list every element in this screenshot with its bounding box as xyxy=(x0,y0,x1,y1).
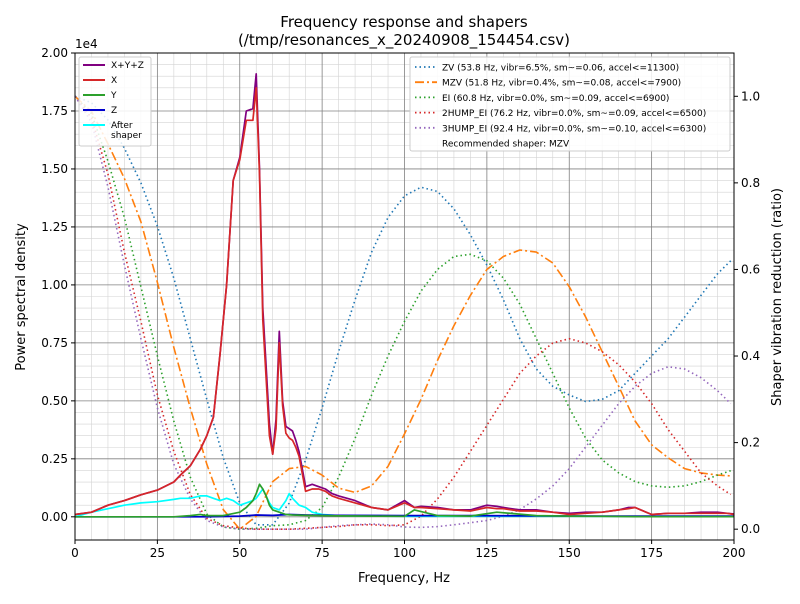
x-tick-label: 200 xyxy=(723,546,746,560)
x-tick-label: 125 xyxy=(475,546,498,560)
y-tick-label: 1.75 xyxy=(41,104,68,118)
legend-label: 3HUMP_EI (92.4 Hz, vibr=0.0%, sm~=0.10, … xyxy=(442,124,706,134)
legend-label: EI (60.8 Hz, vibr=0.0%, sm~=0.09, accel<… xyxy=(442,94,669,104)
y2-tick-label: 0.4 xyxy=(741,349,760,363)
y-offset-text: 1e4 xyxy=(75,37,98,51)
x-tick-label: 50 xyxy=(232,546,247,560)
x-tick-label: 75 xyxy=(314,546,329,560)
y2-tick-label: 0.2 xyxy=(741,436,760,450)
y-tick-label: 0.00 xyxy=(41,510,68,524)
legend-label: After xyxy=(111,121,133,131)
series-line-2hump-ei xyxy=(74,95,732,531)
x-axis-label: Frequency, Hz xyxy=(358,571,450,586)
y-tick-label: 1.00 xyxy=(41,278,68,292)
series-lines xyxy=(74,73,735,531)
y2-tick-label: 0.8 xyxy=(741,176,760,190)
x-tick-label: 100 xyxy=(393,546,416,560)
y2-tick-label: 0.0 xyxy=(741,522,760,536)
y2-tick-label: 1.0 xyxy=(741,89,760,103)
legend-label: shaper xyxy=(111,131,142,141)
x-tick-label: 25 xyxy=(150,546,165,560)
legend-label: Y xyxy=(110,91,117,101)
y-tick-label: 1.50 xyxy=(41,162,68,176)
legend-label: X+Y+Z xyxy=(111,61,144,71)
series-line-y xyxy=(75,483,734,518)
series-line-x xyxy=(74,86,735,516)
series-line-ei xyxy=(74,95,731,531)
y-tick-label: 0.50 xyxy=(41,394,68,408)
y-tick-label: 2.00 xyxy=(41,46,68,60)
chart-subtitle: (/tmp/resonances_x_20240908_154454.csv) xyxy=(238,31,570,50)
y2-axis-ticks: 0.0 0.2 0.4 0.6 0.8 1.0 xyxy=(734,89,760,536)
y-axis-ticks: 0.00 0.25 0.50 0.75 1.00 1.25 1.50 1.75 2.00 xyxy=(41,46,75,524)
y-tick-label: 0.25 xyxy=(41,452,68,466)
legend-label: MZV (51.8 Hz, vibr=0.4%, sm~=0.08, accel… xyxy=(442,79,681,89)
x-tick-label: 175 xyxy=(640,546,663,560)
x-tick-label: 0 xyxy=(71,546,79,560)
x-tick-label: 150 xyxy=(558,546,581,560)
x-axis-ticks: 0 25 50 75 100 125 150 175 200 xyxy=(71,540,745,560)
y2-tick-label: 0.6 xyxy=(741,262,760,276)
legend-annotation: Recommended shaper: MZV xyxy=(442,140,570,150)
legend-label: 2HUMP_EI (76.2 Hz, vibr=0.0%, sm~=0.09, … xyxy=(442,109,706,119)
legend-right-box xyxy=(409,56,731,152)
legend-label: X xyxy=(111,76,117,86)
series-line-3hump-ei xyxy=(74,95,732,531)
legend-label: ZV (53.8 Hz, vibr=6.5%, sm~=0.06, accel<… xyxy=(442,64,679,74)
legend-label: Z xyxy=(111,106,117,116)
chart-title: Frequency response and shapers xyxy=(280,13,528,31)
legend-right: ZV (53.8 Hz, vibr=6.5%, sm~=0.06, accel<… xyxy=(409,56,731,152)
y-tick-label: 0.75 xyxy=(41,336,68,350)
y-tick-label: 1.25 xyxy=(41,220,68,234)
y2-axis-label: Shaper vibration reduction (ratio) xyxy=(770,188,785,406)
y-axis-label: Power spectral density xyxy=(14,223,29,371)
